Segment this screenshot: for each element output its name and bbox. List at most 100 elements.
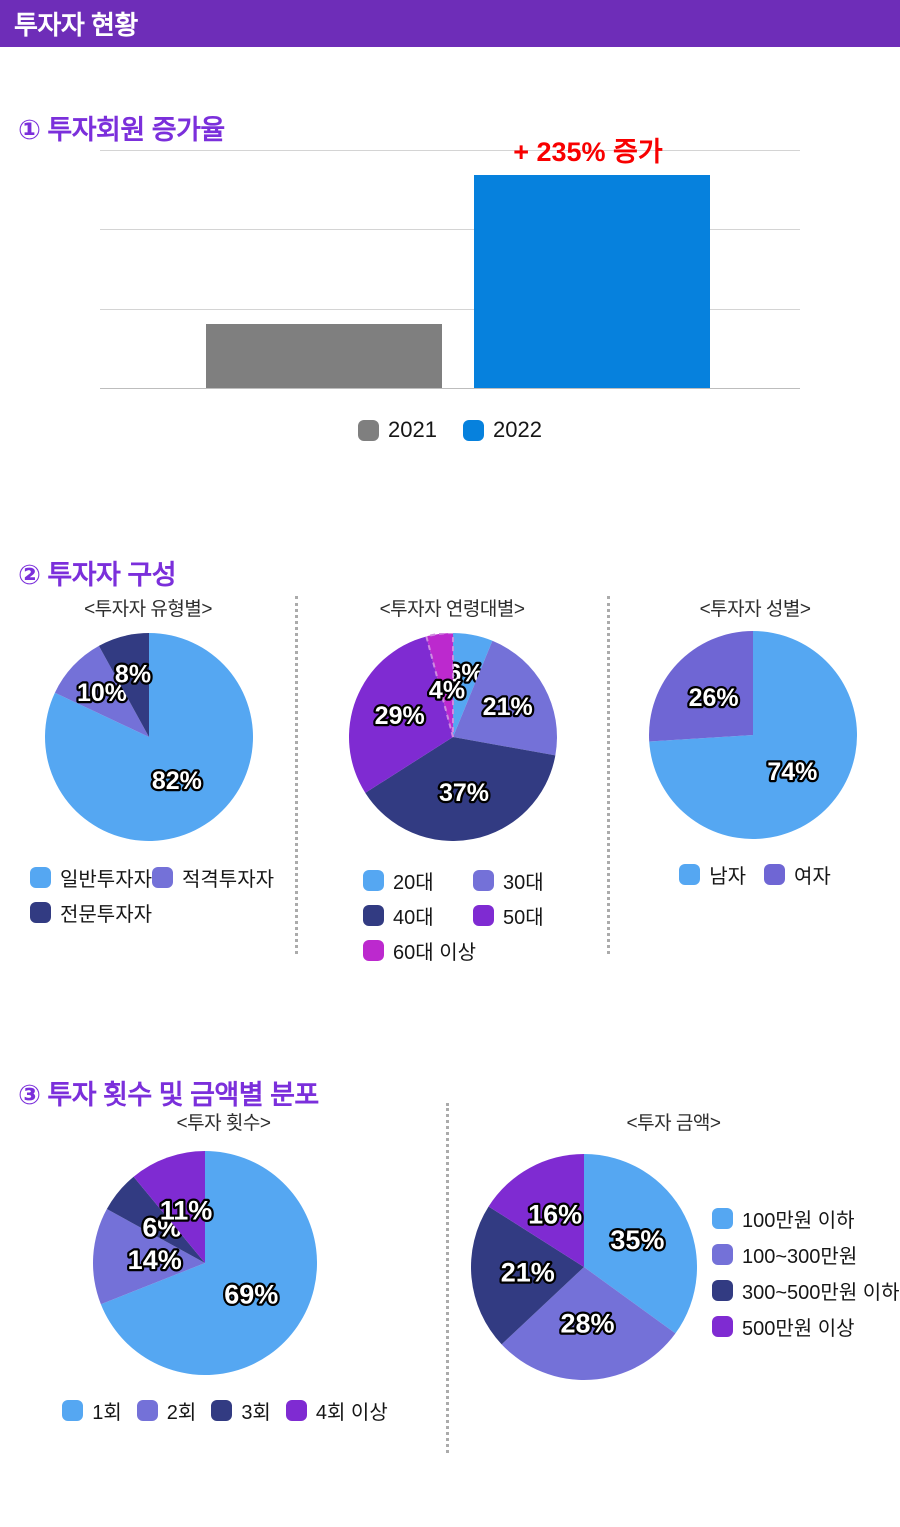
pie-slice-age-40대 <box>365 737 556 841</box>
legend-item-age-1: 30대 <box>473 866 544 895</box>
legend-item-age-3: 50대 <box>473 901 544 930</box>
pie-title-investor-type: <투자자 유형별> <box>84 599 212 620</box>
gridline <box>100 150 800 151</box>
legend-swatch <box>30 867 51 888</box>
legend-swatch <box>712 1280 733 1301</box>
legend-item-gender-0: 남자 <box>679 860 746 889</box>
section-title-distribution: ③ 투자 횟수 및 금액별 분포 <box>18 1080 319 1111</box>
pie-slice-amount-300~500만원 이하 <box>471 1206 584 1345</box>
legend-label: 2회 <box>166 1402 197 1424</box>
pie-slice-age-20대 <box>453 633 493 737</box>
pie-percent-label-type-0: 82% <box>152 767 202 795</box>
legend-item-type-0: 일반투자자 <box>30 863 152 892</box>
legend-label: 남자 <box>709 866 746 888</box>
pie-slice-count-3회 <box>106 1176 205 1263</box>
legend-label: 여자 <box>794 866 831 888</box>
pie-slice-count-1회 <box>100 1151 317 1375</box>
bar-chart-legend: 2021 2022 <box>0 417 900 443</box>
pie-slice-count-4회 이상 <box>133 1151 205 1263</box>
legend-item-count-2: 3회 <box>211 1396 271 1425</box>
bar-2022 <box>474 175 710 388</box>
gridline <box>100 309 800 310</box>
legend-label: 4회 이상 <box>315 1402 388 1424</box>
legend-label: 전문투자자 <box>60 904 152 926</box>
legend-swatch <box>473 905 494 926</box>
legend-item-type-1: 적격투자자 <box>152 863 274 892</box>
pie-slice-gender-여자 <box>649 631 753 742</box>
legend-swatch <box>473 870 494 891</box>
pie-percent-label-count-3: 11% <box>160 1195 213 1225</box>
pie-title-investor-gender: <투자자 성별> <box>699 599 811 620</box>
legend-item-amount-0: 100만원 이하 <box>712 1204 900 1233</box>
legend-item-age-0: 20대 <box>363 866 473 895</box>
pie-legend-invest-amount: 100만원 이하 100~300만원 300~500만원 이하 500만원 이상 <box>712 1204 900 1341</box>
legend-item-gender-1: 여자 <box>764 860 831 889</box>
pie-slice-type-일반투자자 <box>45 633 253 841</box>
legend-item-growth-0: 2021 <box>358 417 437 443</box>
pie-legend-investor-age: 20대 30대 40대 50대 60대 이상 <box>363 866 544 965</box>
page-title: 투자자 현황 <box>14 10 138 40</box>
pie-chart-invest-count: 69%14%6%11% <box>93 1151 317 1375</box>
legend-swatch <box>363 870 384 891</box>
pie-slice-count-2회 <box>93 1209 205 1305</box>
legend-label: 20대 <box>393 872 434 894</box>
legend-swatch <box>712 1244 733 1265</box>
legend-item-amount-1: 100~300만원 <box>712 1240 900 1269</box>
legend-swatch <box>679 864 701 885</box>
pie-chart-investor-gender: 74% 26% <box>649 631 857 839</box>
legend-swatch <box>463 419 484 441</box>
section-title-growth: ① 투자회원 증가율 <box>18 115 225 146</box>
legend-item-age-2: 40대 <box>363 901 473 930</box>
pie-slice-age-30대 <box>453 640 557 756</box>
growth-annotation: + 235% 증가 <box>513 137 663 167</box>
legend-swatch <box>358 419 380 441</box>
legend-swatch <box>152 867 173 888</box>
bar-2021 <box>206 324 442 388</box>
bar-chart-investor-growth <box>100 150 800 389</box>
legend-item-type-2: 전문투자자 <box>30 898 152 927</box>
pie-legend-investor-gender: 남자 여자 <box>610 860 900 889</box>
legend-swatch <box>764 864 785 885</box>
legend-label: 일반투자자 <box>60 869 152 891</box>
pie-slice-type-전문투자자 <box>98 633 149 737</box>
legend-label: 30대 <box>503 872 544 894</box>
pie-slice-age-60대 이상 <box>425 633 454 738</box>
legend-label: 2022 <box>493 417 542 442</box>
pie-legend-invest-count: 1회 2회 3회 4회 이상 <box>20 1396 430 1425</box>
pie-slice-age-50대 <box>349 636 453 793</box>
dotted-separator <box>446 1103 449 1453</box>
legend-label: 적격투자자 <box>182 869 274 891</box>
legend-item-growth-1: 2022 <box>463 417 542 443</box>
pie-percent-label-age-2: 37% <box>439 779 489 807</box>
legend-swatch <box>30 902 51 923</box>
section-title-composition: ② 투자자 구성 <box>18 560 177 591</box>
pie-percent-label-amount-3: 16% <box>528 1200 582 1230</box>
pie-slice-amount-500만원 이상 <box>488 1154 584 1267</box>
gridline <box>100 229 800 230</box>
pie-percent-label-age-3: 29% <box>375 702 425 730</box>
pie-percent-label-amount-2: 21% <box>501 1257 555 1287</box>
pie-percent-label-age-4: 4% <box>429 677 465 705</box>
legend-label: 3회 <box>241 1402 271 1424</box>
legend-label: 100만원 이하 <box>742 1210 855 1232</box>
pie-percent-label-count-0: 69% <box>224 1280 278 1310</box>
pie-percent-label-count-1: 14% <box>128 1245 182 1275</box>
legend-swatch <box>62 1400 84 1421</box>
legend-label: 40대 <box>393 907 434 929</box>
legend-label: 50대 <box>503 907 544 929</box>
pie-percent-label-type-2: 8% <box>115 661 151 689</box>
legend-item-count-3: 4회 이상 <box>285 1396 388 1425</box>
legend-item-amount-2: 300~500만원 이하 <box>712 1276 900 1305</box>
pie-slice-amount-100만원 이하 <box>584 1154 697 1334</box>
pie-title-investor-age: <투자자 연령대별> <box>379 599 525 620</box>
pie-chart-invest-amount: 35% 28%21% 16% <box>471 1154 697 1380</box>
pie-title-invest-amount: <투자 금액> <box>626 1113 721 1134</box>
pie-slice-gender-남자 <box>649 631 857 839</box>
legend-item-count-0: 1회 <box>62 1396 122 1425</box>
axis-baseline <box>100 388 800 389</box>
pie-percent-label-amount-0: 35% <box>610 1225 664 1255</box>
legend-swatch <box>363 940 384 961</box>
pie-title-invest-count: <투자 횟수> <box>176 1113 271 1134</box>
legend-item-amount-3: 500만원 이상 <box>712 1312 900 1341</box>
